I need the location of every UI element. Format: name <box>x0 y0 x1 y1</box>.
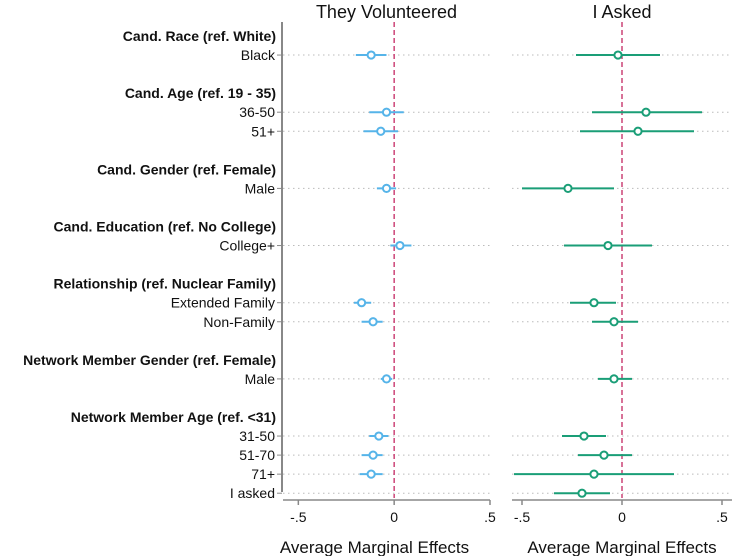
row-label: I asked <box>230 485 275 501</box>
row-label: Non-Family <box>203 314 275 330</box>
group-header: Cand. Gender (ref. Female) <box>97 161 276 177</box>
point-estimate <box>579 431 589 441</box>
point-estimate <box>356 298 367 308</box>
point-estimate <box>368 317 378 327</box>
group-header: Relationship (ref. Nuclear Family) <box>54 276 277 292</box>
point-estimate <box>374 431 384 441</box>
panel-1: -.5 0 .5 Average Marginal Effects <box>280 22 496 556</box>
point-estimate <box>609 317 619 327</box>
row-label: 51-70 <box>239 447 275 463</box>
point-estimate <box>603 240 613 251</box>
group-header: Cand. Race (ref. White) <box>123 28 276 44</box>
point-estimate <box>368 450 378 460</box>
point-estimate <box>381 183 392 193</box>
point-estimate <box>376 126 386 136</box>
group-header: Cand. Education (ref. No College) <box>54 219 276 235</box>
x-axis-title: Average Marginal Effects <box>527 538 716 556</box>
panel-title-1: They Volunteered <box>316 2 457 22</box>
point-estimate <box>381 374 392 384</box>
row-label: Black <box>241 47 276 63</box>
row-label: 36-50 <box>239 104 275 120</box>
point-estimate <box>381 107 392 117</box>
point-estimate <box>589 298 599 308</box>
panel-title-2: I Asked <box>592 2 651 22</box>
row-label: College+ <box>219 238 275 254</box>
row-label: 31-50 <box>239 428 275 444</box>
row-label: Male <box>245 180 276 196</box>
group-header: Network Member Age (ref. <31) <box>71 409 276 425</box>
point-estimate <box>599 450 609 460</box>
point-estimate <box>395 240 405 251</box>
x-tick-label: .5 <box>484 509 496 525</box>
group-header: Network Member Gender (ref. Female) <box>23 352 276 368</box>
x-tick-label: 0 <box>618 509 626 525</box>
row-label: Extended Family <box>171 295 275 311</box>
x-tick-label: 0 <box>390 509 398 525</box>
point-estimate <box>366 469 376 479</box>
point-estimate <box>609 374 619 384</box>
row-label: 51+ <box>251 123 275 139</box>
point-estimate <box>563 183 573 193</box>
row-label: 71+ <box>251 466 275 482</box>
point-estimate <box>633 126 643 136</box>
x-tick-label: .5 <box>716 509 728 525</box>
x-axis-title: Average Marginal Effects <box>280 538 469 556</box>
point-estimate <box>613 50 623 60</box>
point-estimate <box>366 50 376 60</box>
x-tick-label: -.5 <box>290 509 307 525</box>
group-header: Cand. Age (ref. 19 - 35) <box>125 85 276 101</box>
point-estimate <box>577 488 587 498</box>
x-tick-label: -.5 <box>514 509 531 525</box>
row-label: Male <box>245 371 276 387</box>
point-estimate <box>641 107 651 117</box>
point-estimate <box>589 469 599 479</box>
